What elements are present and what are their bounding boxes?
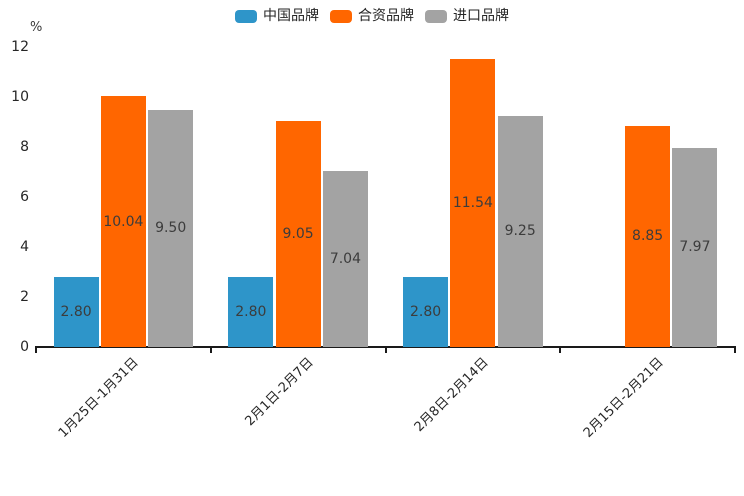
x-axis-tick bbox=[384, 348, 387, 353]
bar: 9.25 bbox=[497, 115, 543, 347]
legend-item: 合资品牌 bbox=[330, 7, 414, 25]
x-axis-tick bbox=[35, 348, 37, 353]
bar: 2.80 bbox=[403, 277, 449, 347]
y-tick-label: 0 bbox=[20, 339, 29, 355]
y-tick-label: 8 bbox=[20, 139, 29, 155]
legend-swatch-icon bbox=[235, 9, 257, 23]
bar: 11.54 bbox=[450, 58, 496, 347]
legend-item: 进口品牌 bbox=[425, 7, 509, 25]
legend-label: 中国品牌 bbox=[263, 8, 319, 24]
bar-value-label: 9.05 bbox=[282, 225, 314, 242]
legend-label: 合资品牌 bbox=[358, 8, 414, 24]
bar: 8.85 bbox=[625, 125, 671, 347]
bar-value-label: 8.85 bbox=[632, 228, 664, 245]
y-tick-label: 6 bbox=[20, 189, 29, 205]
bar: 2.80 bbox=[228, 277, 274, 347]
bar-value-label: 2.80 bbox=[409, 304, 442, 320]
x-category-label: 2月15日-2月21日 bbox=[580, 355, 667, 441]
y-axis-unit-label: % bbox=[30, 20, 43, 35]
legend-swatch-icon bbox=[425, 9, 447, 23]
bar: 7.04 bbox=[322, 171, 368, 347]
bar: 2.80 bbox=[53, 277, 99, 347]
y-tick-label: 12 bbox=[11, 39, 29, 55]
legend-item: 中国品牌 bbox=[235, 7, 319, 25]
x-category-label: 2月1日-2月7日 bbox=[242, 355, 317, 430]
bar-value-label: 9.50 bbox=[155, 220, 187, 237]
x-axis-tick bbox=[734, 348, 736, 353]
bar: 9.50 bbox=[148, 109, 194, 347]
legend-swatch-icon bbox=[330, 9, 352, 23]
y-tick-label: 10 bbox=[11, 89, 29, 105]
bar-value-label: 10.04 bbox=[103, 213, 144, 230]
y-tick-label: 2 bbox=[20, 289, 29, 305]
bar-value-label: 2.80 bbox=[60, 304, 92, 320]
bar-value-label: 7.04 bbox=[329, 251, 361, 267]
bar-value-label: 9.25 bbox=[504, 223, 536, 240]
x-axis-tick bbox=[209, 348, 212, 353]
x-axis-line bbox=[35, 346, 736, 348]
x-category-label: 2月8日-2月14日 bbox=[411, 355, 492, 435]
legend-label: 进口品牌 bbox=[453, 8, 509, 24]
x-category-label: 1月25日-1月31日 bbox=[56, 355, 142, 441]
y-tick-label: 4 bbox=[20, 239, 29, 255]
bar: 10.04 bbox=[100, 96, 146, 347]
legend: 中国品牌 合资品牌 进口品牌 bbox=[0, 7, 744, 25]
bar: 7.97 bbox=[672, 147, 718, 347]
x-axis-tick bbox=[559, 348, 562, 353]
bar-value-label: 2.80 bbox=[235, 304, 267, 320]
bar: 9.05 bbox=[275, 120, 321, 347]
bar-value-label: 11.54 bbox=[452, 194, 493, 211]
bar-value-label: 7.97 bbox=[679, 239, 711, 256]
